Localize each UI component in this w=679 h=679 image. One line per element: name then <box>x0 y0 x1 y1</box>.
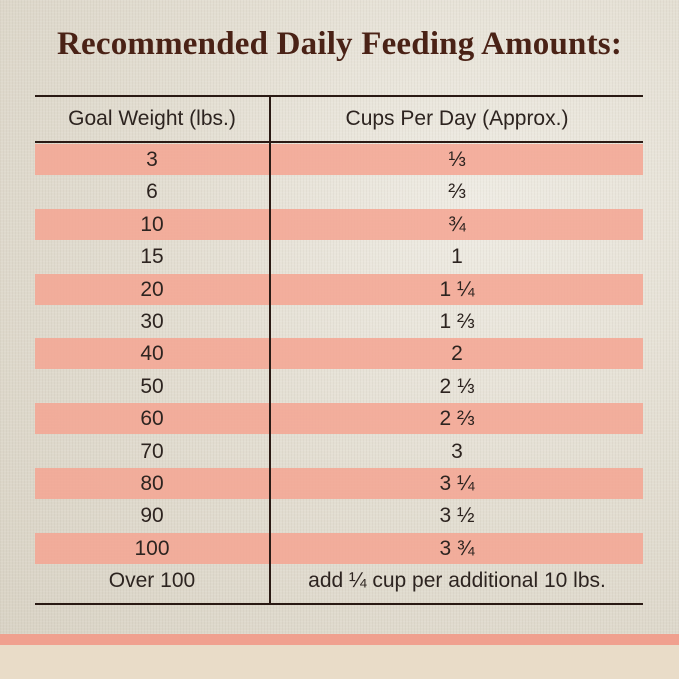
cups-cell: 3 <box>451 439 463 463</box>
column-divider <box>269 96 271 605</box>
weight-cell: 90 <box>140 504 164 528</box>
weight-cell: 30 <box>140 310 164 333</box>
weight-cell: 50 <box>140 374 164 398</box>
cups-cell: 1 <box>451 245 463 269</box>
header-cell: Goal Weight (lbs.) <box>68 107 236 130</box>
title: Recommended Daily Feeding Amounts: <box>56 26 623 62</box>
header-rule <box>35 141 643 143</box>
cups-cell: 2 ⅓ <box>439 374 475 398</box>
cups-cell: add ¼ cup per additional 10 lbs. <box>308 569 606 593</box>
cups-cell: ⅔ <box>448 180 466 204</box>
cups-cell: ⅓ <box>448 148 466 171</box>
table-bottom-rule <box>35 603 643 605</box>
weight-cell: 15 <box>140 245 164 269</box>
weight-cell: 40 <box>140 342 164 366</box>
row-stripe <box>35 532 643 564</box>
weight-cell: 80 <box>140 472 164 495</box>
row-stripe <box>35 273 643 305</box>
cups-cell: 1 ⅔ <box>439 310 475 333</box>
row-stripe <box>35 208 643 240</box>
row-stripe <box>35 403 643 435</box>
cups-cell: 3 ½ <box>439 504 475 528</box>
weight-cell: 70 <box>140 439 164 463</box>
weight-cell: 6 <box>146 180 158 204</box>
cups-cell: 2 <box>451 342 463 366</box>
weight-cell: 20 <box>140 277 164 301</box>
row-stripe <box>35 144 643 175</box>
weight-cell: 100 <box>134 536 170 560</box>
row-stripe <box>35 468 643 499</box>
bottom-band <box>0 634 679 645</box>
weight-cell: 60 <box>140 407 164 431</box>
header-cell: Cups Per Day (Approx.) <box>345 107 569 130</box>
cups-cell: 1 ¼ <box>439 277 475 301</box>
row-stripe <box>35 338 643 370</box>
weight-cell: 10 <box>140 212 164 236</box>
cups-cell: 2 ⅔ <box>439 407 475 431</box>
weight-cell: Over 100 <box>108 569 196 593</box>
table-top-rule <box>35 95 643 97</box>
cups-cell: ¾ <box>448 212 466 236</box>
weight-cell: 3 <box>146 148 158 171</box>
cups-cell: 3 ¾ <box>439 536 475 560</box>
bottom-strip <box>0 645 679 679</box>
cups-cell: 3 ¼ <box>439 472 475 495</box>
